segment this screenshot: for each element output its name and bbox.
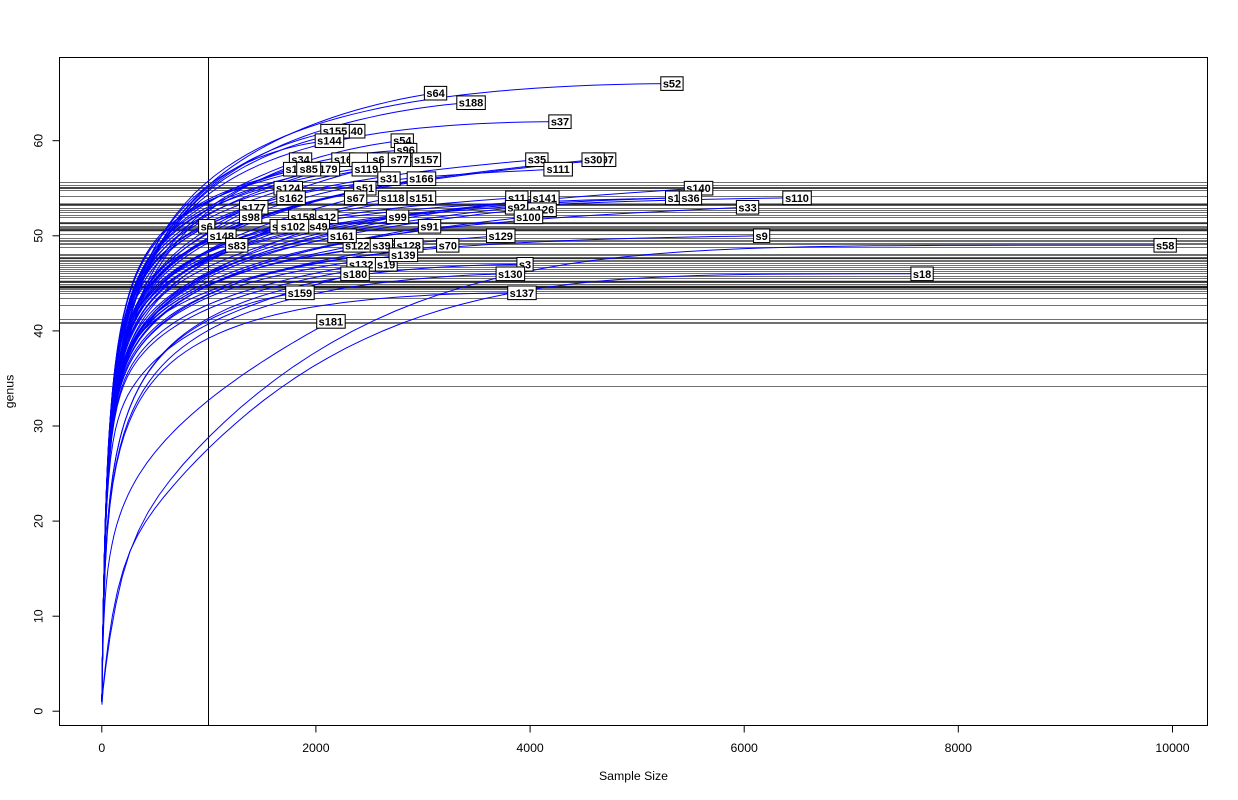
svg-text:s111: s111 — [546, 164, 569, 176]
svg-text:s162: s162 — [279, 193, 303, 205]
svg-text:s49: s49 — [309, 221, 327, 233]
svg-text:s99: s99 — [388, 212, 406, 224]
svg-text:s31: s31 — [380, 174, 398, 186]
svg-text:60: 60 — [32, 134, 46, 148]
svg-text:s100: s100 — [516, 212, 540, 224]
svg-text:s64: s64 — [426, 88, 445, 100]
svg-text:s144: s144 — [317, 136, 342, 148]
svg-text:0: 0 — [32, 708, 46, 715]
svg-text:s119: s119 — [354, 164, 378, 176]
svg-text:s188: s188 — [459, 98, 483, 110]
svg-text:Sample Size: Sample Size — [599, 769, 668, 783]
svg-text:10: 10 — [32, 609, 46, 623]
svg-text:s77: s77 — [390, 155, 408, 167]
svg-text:s137: s137 — [510, 288, 534, 300]
svg-text:s52: s52 — [663, 79, 681, 91]
svg-text:s122: s122 — [345, 240, 369, 252]
svg-text:s130: s130 — [498, 269, 522, 281]
svg-text:genus: genus — [3, 375, 17, 409]
svg-text:50: 50 — [32, 229, 46, 243]
svg-text:s161: s161 — [330, 231, 354, 243]
svg-text:s30: s30 — [584, 155, 602, 167]
svg-text:s70: s70 — [439, 240, 457, 252]
svg-text:s19: s19 — [377, 259, 395, 271]
svg-text:0: 0 — [98, 741, 105, 755]
svg-text:s58: s58 — [1156, 240, 1174, 252]
svg-text:s151: s151 — [409, 193, 433, 205]
svg-text:s9: s9 — [755, 231, 767, 243]
svg-text:s85: s85 — [300, 164, 318, 176]
svg-text:s39: s39 — [372, 240, 390, 252]
svg-text:2000: 2000 — [302, 741, 330, 755]
svg-text:s33: s33 — [738, 202, 756, 214]
svg-text:s181: s181 — [319, 316, 343, 328]
svg-text:s159: s159 — [288, 288, 312, 300]
svg-text:s110: s110 — [785, 193, 809, 205]
svg-text:10000: 10000 — [1155, 741, 1189, 755]
svg-text:s18: s18 — [913, 269, 931, 281]
svg-text:s141: s141 — [533, 193, 557, 205]
svg-text:s91: s91 — [420, 221, 438, 233]
svg-text:s67: s67 — [347, 193, 365, 205]
svg-text:s102: s102 — [281, 221, 305, 233]
svg-text:s35: s35 — [528, 155, 546, 167]
svg-text:20: 20 — [32, 514, 46, 528]
svg-text:s118: s118 — [381, 193, 405, 205]
svg-text:s157: s157 — [414, 155, 438, 167]
svg-text:30: 30 — [32, 419, 46, 433]
svg-text:s98: s98 — [242, 212, 260, 224]
svg-text:s180: s180 — [343, 269, 367, 281]
svg-text:s36: s36 — [681, 193, 699, 205]
svg-text:40: 40 — [32, 324, 46, 338]
svg-text:s166: s166 — [409, 174, 433, 186]
svg-text:s83: s83 — [228, 240, 246, 252]
svg-text:8000: 8000 — [945, 741, 973, 755]
svg-text:s139: s139 — [391, 250, 415, 262]
svg-text:s37: s37 — [551, 117, 569, 129]
svg-text:s129: s129 — [488, 231, 512, 243]
svg-text:6000: 6000 — [731, 741, 759, 755]
svg-text:4000: 4000 — [516, 741, 544, 755]
